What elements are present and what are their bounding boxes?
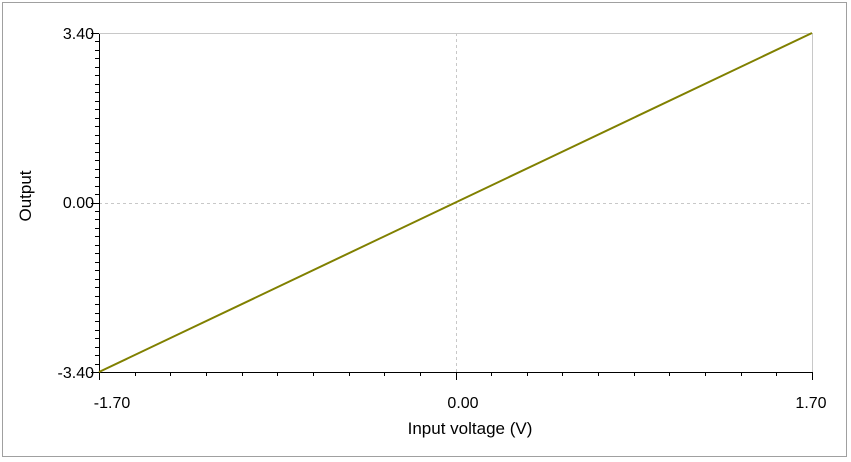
x-tick-label-center: 0.00: [447, 395, 478, 412]
x-tick-label-left: -1.70: [94, 395, 131, 412]
series-line: [98, 32, 813, 373]
y-axis-label: Output: [16, 170, 35, 221]
y-tick-label-top: 3.40: [63, 26, 94, 43]
x-axis-label: Input voltage (V): [408, 419, 533, 438]
y-tick-label-bottom: -3.40: [58, 365, 95, 382]
axis-frame: [99, 33, 813, 373]
x-tick-label-right: 1.70: [795, 395, 826, 412]
y-tick-label-middle: 0.00: [63, 195, 94, 212]
minor-ticks: [91, 33, 813, 380]
